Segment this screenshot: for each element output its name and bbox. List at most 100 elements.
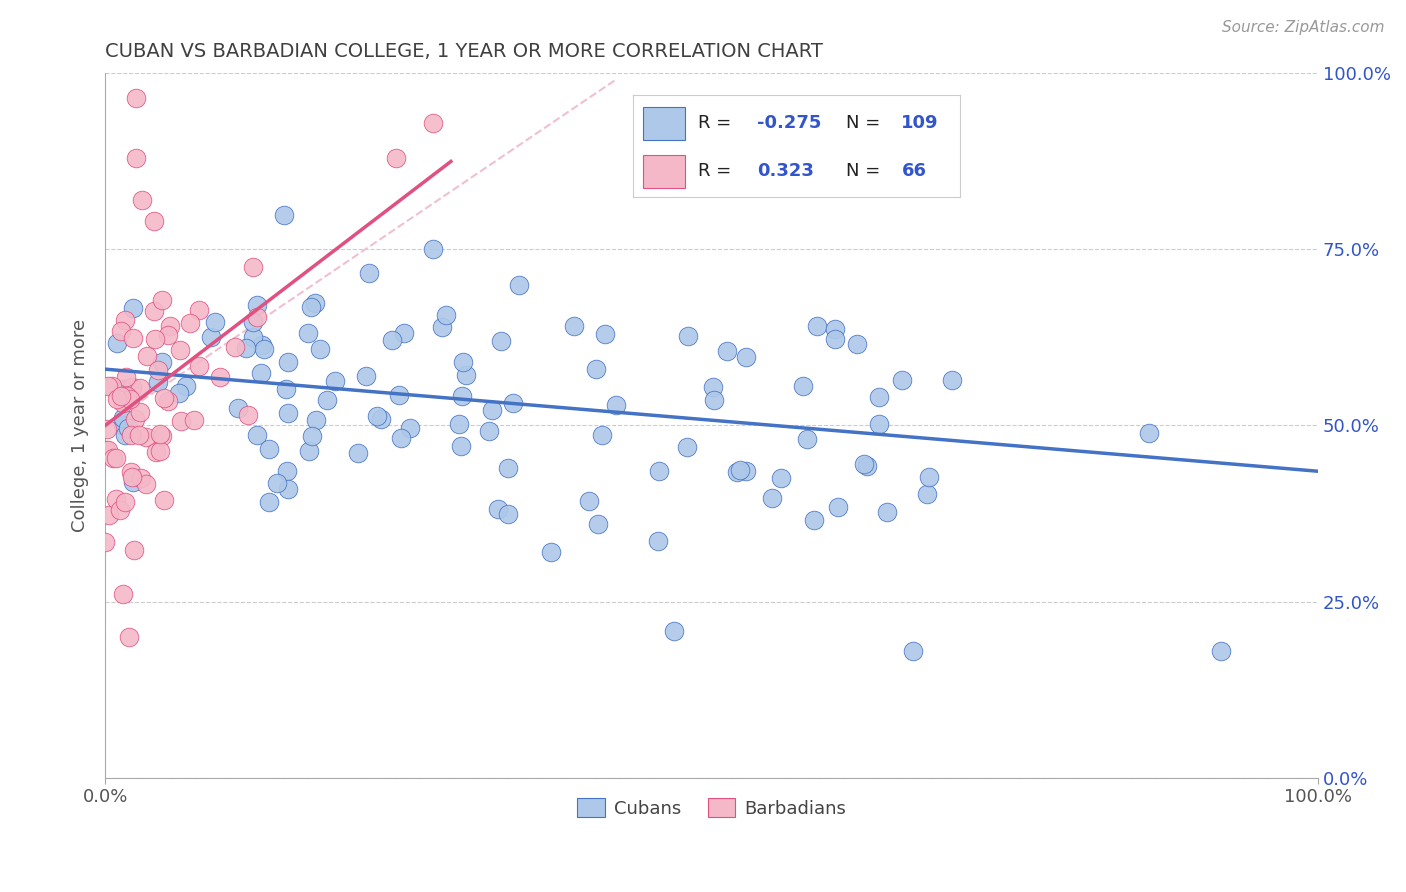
Point	[702, 380, 724, 394]
Point	[179, 316, 201, 330]
Point	[115, 389, 138, 403]
Point	[238, 408, 260, 422]
Point	[149, 426, 172, 441]
Point	[114, 313, 136, 327]
Point	[422, 116, 444, 130]
Point	[124, 412, 146, 426]
Point	[297, 326, 319, 341]
Point	[112, 418, 135, 433]
Point	[276, 382, 298, 396]
Point	[249, 366, 271, 380]
Point	[918, 470, 941, 484]
Point	[110, 324, 132, 338]
Point	[108, 503, 131, 517]
Point	[354, 369, 377, 384]
Point	[257, 442, 280, 457]
Point	[855, 458, 877, 473]
Point	[591, 428, 613, 442]
Point	[153, 493, 176, 508]
Point	[146, 363, 169, 377]
Point	[257, 494, 280, 508]
Point	[735, 464, 758, 478]
Point	[96, 442, 118, 457]
Point	[110, 389, 132, 403]
Point	[135, 430, 157, 444]
Point	[304, 296, 326, 310]
Point	[496, 460, 519, 475]
Point	[224, 340, 246, 354]
Point	[761, 491, 783, 506]
Point	[105, 336, 128, 351]
Point	[112, 382, 135, 396]
Point	[315, 393, 337, 408]
Point	[703, 392, 725, 407]
Point	[104, 451, 127, 466]
Point	[381, 334, 404, 348]
Point	[94, 535, 117, 549]
Point	[301, 429, 323, 443]
Point	[97, 442, 120, 457]
Point	[792, 378, 814, 392]
Point	[728, 463, 751, 477]
Point	[648, 464, 671, 478]
Point	[1139, 425, 1161, 440]
Point	[135, 477, 157, 491]
Point	[143, 332, 166, 346]
Point	[97, 508, 120, 523]
Point	[346, 446, 368, 460]
Point	[770, 470, 793, 484]
Point	[111, 411, 134, 425]
Point	[156, 328, 179, 343]
Point	[121, 470, 143, 484]
Point	[481, 403, 503, 417]
Point	[496, 507, 519, 521]
Point	[845, 337, 868, 351]
Point	[605, 398, 627, 412]
Point	[297, 443, 319, 458]
Point	[398, 421, 420, 435]
Point	[167, 386, 190, 401]
Point	[891, 373, 914, 387]
Point	[118, 392, 141, 407]
Point	[136, 349, 159, 363]
Point	[508, 277, 530, 292]
Point	[357, 266, 380, 280]
Point	[148, 375, 170, 389]
Point	[941, 373, 963, 387]
Point	[169, 343, 191, 357]
Point	[143, 304, 166, 318]
Point	[111, 396, 134, 410]
Point	[434, 308, 457, 322]
Point	[824, 332, 846, 346]
Point	[204, 315, 226, 329]
Point	[183, 413, 205, 427]
Point	[145, 445, 167, 459]
Point	[540, 545, 562, 559]
Point	[273, 208, 295, 222]
Point	[121, 301, 143, 315]
Legend: Cubans, Barbadians: Cubans, Barbadians	[571, 791, 853, 825]
Point	[824, 322, 846, 336]
Point	[101, 379, 124, 393]
Point	[112, 587, 135, 601]
Point	[246, 427, 269, 442]
Point	[309, 343, 332, 357]
Y-axis label: College, 1 year or more: College, 1 year or more	[72, 319, 89, 532]
Point	[447, 417, 470, 431]
Point	[451, 355, 474, 369]
Point	[96, 422, 118, 436]
Point	[128, 381, 150, 395]
Point	[122, 475, 145, 490]
Point	[246, 298, 269, 312]
Point	[97, 379, 120, 393]
Point	[131, 193, 153, 207]
Point	[105, 392, 128, 406]
Point	[120, 428, 142, 442]
Point	[502, 396, 524, 410]
Text: CUBAN VS BARBADIAN COLLEGE, 1 YEAR OR MORE CORRELATION CHART: CUBAN VS BARBADIAN COLLEGE, 1 YEAR OR MO…	[105, 42, 823, 61]
Point	[647, 534, 669, 549]
Point	[876, 505, 898, 519]
Point	[796, 432, 818, 446]
Point	[727, 465, 749, 479]
Point	[277, 483, 299, 497]
